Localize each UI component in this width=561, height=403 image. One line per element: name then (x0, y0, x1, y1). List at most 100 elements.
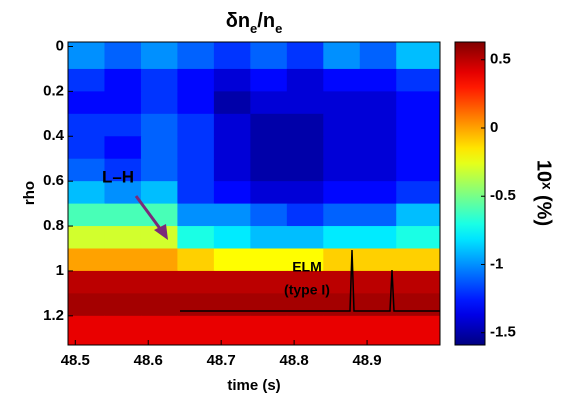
heatmap-cell (140, 248, 178, 272)
heatmap-cell (323, 136, 361, 160)
heatmap-cell (396, 136, 441, 160)
heatmap-cell (250, 226, 288, 249)
title-part: e (250, 21, 257, 36)
heatmap-cell (250, 270, 288, 294)
y-tick-label: 0 (56, 37, 64, 54)
heatmap-cell (140, 315, 178, 346)
y-axis-label: rho (21, 181, 38, 205)
heatmap-cell (323, 42, 361, 70)
annotation: (type I) (284, 282, 330, 298)
heatmap-cell (104, 203, 142, 227)
heatmap-cell (140, 270, 178, 294)
heatmap-cell (213, 158, 251, 182)
heatmap-cell (396, 293, 441, 317)
heatmap-cell (323, 68, 361, 92)
heatmap-cell (68, 203, 105, 227)
heatmap-cell (104, 113, 142, 137)
heatmap-cell (213, 113, 251, 137)
heatmap-cell (104, 136, 142, 160)
heatmap-cell (177, 181, 215, 205)
heatmap-cell (359, 68, 397, 92)
heatmap-cell (250, 293, 288, 317)
heatmap-cell (359, 181, 397, 205)
heatmap-cell (140, 68, 178, 92)
heatmap-cell (104, 270, 142, 294)
heatmap-cell (213, 42, 251, 70)
heatmap-cell (323, 113, 361, 137)
heatmap-cell (359, 270, 397, 294)
heatmap-cell (177, 293, 215, 317)
y-tick-label: 1 (56, 262, 64, 279)
heatmap-cell (68, 158, 105, 182)
heatmap-cell (104, 293, 142, 317)
heatmap-cell (323, 226, 361, 249)
heatmap-cell (140, 158, 178, 182)
heatmap-cell (286, 68, 324, 92)
heatmap-cell (396, 270, 441, 294)
heatmap-cell (323, 181, 361, 205)
x-tick-label: 48.8 (280, 352, 309, 369)
heatmap-cell (359, 158, 397, 182)
heatmap-cell (359, 136, 397, 160)
title-part: δn (226, 10, 250, 32)
colorbar-tick-label: 0 (490, 119, 498, 136)
heatmap-cell (68, 91, 105, 115)
heatmap-cell (250, 315, 288, 346)
heatmap-cell (286, 136, 324, 160)
heatmap-cell (396, 42, 441, 70)
heatmap-cell (104, 42, 142, 70)
heatmap-cell (68, 68, 105, 92)
heatmap-cell (104, 226, 142, 249)
heatmap-cell (286, 113, 324, 137)
heatmap-cell (104, 315, 142, 346)
heatmap-cell (286, 42, 324, 70)
heatmap-cell (177, 158, 215, 182)
heatmap-cell (323, 203, 361, 227)
heatmap-cell (396, 226, 441, 249)
heatmap-cell (286, 315, 324, 346)
heatmap-cell (140, 293, 178, 317)
heatmap-cell (250, 91, 288, 115)
heatmap-cell (68, 226, 105, 249)
heatmap-cell (213, 181, 251, 205)
heatmap-cell (104, 248, 142, 272)
heatmap-cell (286, 203, 324, 227)
heatmap-cell (323, 158, 361, 182)
heatmap-cell (177, 68, 215, 92)
heatmap-cell (140, 113, 178, 137)
heatmap-cell (396, 248, 441, 272)
colorbar-tick-label: 0.5 (490, 51, 511, 68)
heatmap-cell (286, 91, 324, 115)
heatmap-cell (68, 270, 105, 294)
heatmap-cell (68, 136, 105, 160)
plot-frame (67, 41, 441, 346)
heatmap-cell (250, 68, 288, 92)
heatmap-cell (177, 226, 215, 249)
y-tick-label: 0.4 (43, 127, 65, 144)
heatmap-cell (140, 226, 178, 249)
heatmap-cell (213, 203, 251, 227)
heatmap-cell (250, 136, 288, 160)
heatmap-cell (286, 158, 324, 182)
chart-title: δne/ne (226, 10, 283, 36)
x-tick-label: 48.7 (207, 352, 236, 369)
heatmap-cell (250, 248, 288, 272)
annotation: L–H (102, 167, 134, 186)
heatmap-cell (177, 248, 215, 272)
x-tick-label: 48.9 (352, 352, 381, 369)
heatmap-cell (286, 181, 324, 205)
heatmap-cell (396, 91, 441, 115)
heatmap-cell (359, 42, 397, 70)
heatmap-cell (68, 293, 105, 317)
x-tick-label: 48.6 (134, 352, 163, 369)
heatmap-cell (250, 181, 288, 205)
heatmap-cell (359, 226, 397, 249)
heatmap-cell (396, 315, 441, 346)
heatmap-cell (177, 91, 215, 115)
heatmap-cell (177, 42, 215, 70)
heatmap-cell (213, 248, 251, 272)
heatmap-cell (396, 113, 441, 137)
y-tick-label: 0.6 (43, 172, 64, 189)
heatmap-cell (250, 158, 288, 182)
